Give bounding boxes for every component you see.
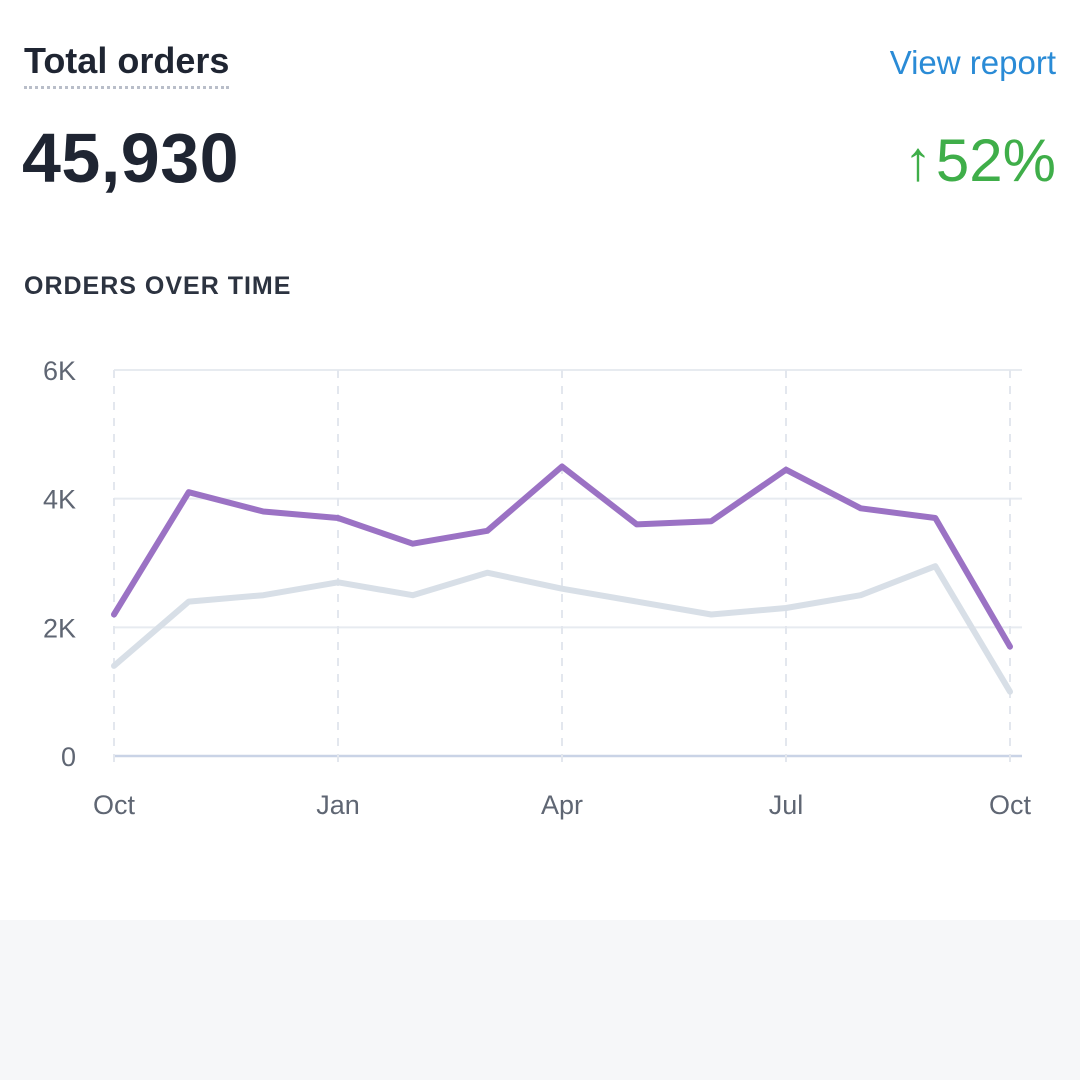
x-tick-label: Jul <box>769 790 804 820</box>
change-indicator: ↑ 52% <box>904 126 1056 195</box>
y-tick-label: 2K <box>43 613 76 643</box>
section-label: ORDERS OVER TIME <box>24 272 292 300</box>
series-line-primary <box>111 463 1013 650</box>
x-tick-label: Apr <box>541 790 583 820</box>
view-report-link[interactable]: View report <box>889 44 1056 81</box>
card-footer <box>0 920 1080 1080</box>
arrow-up-icon: ↑ <box>903 129 932 192</box>
x-tick-label: Jan <box>316 790 360 820</box>
orders-card: Total orders View report 45,930 ↑ 52% OR… <box>22 40 1056 820</box>
series-line-secondary <box>111 563 1013 695</box>
y-tick-label: 4K <box>43 485 76 515</box>
orders-over-time-chart: 0 2K 4K 6K Oct Jan Apr Jul Oct <box>43 356 1032 820</box>
x-tick-label: Oct <box>93 790 136 820</box>
total-orders-value: 45,930 <box>22 119 240 197</box>
change-value: 52% <box>935 127 1056 194</box>
x-tick-label: Oct <box>989 790 1032 820</box>
y-tick-label: 0 <box>61 742 76 772</box>
y-tick-label: 6K <box>43 356 76 386</box>
card-title[interactable]: Total orders <box>24 40 230 89</box>
